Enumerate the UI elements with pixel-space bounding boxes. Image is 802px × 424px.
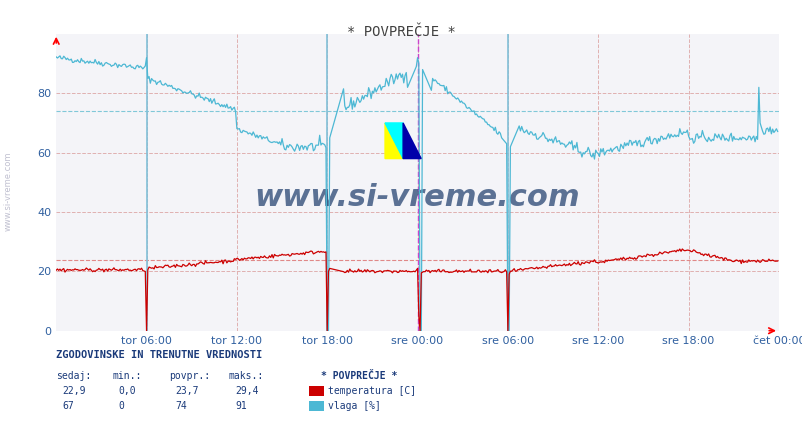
Text: vlaga [%]: vlaga [%]: [327, 401, 380, 411]
Text: min.:: min.:: [112, 371, 142, 381]
Text: 91: 91: [235, 401, 247, 411]
Polygon shape: [403, 123, 420, 159]
Polygon shape: [384, 123, 403, 159]
Text: ZGODOVINSKE IN TRENUTNE VREDNOSTI: ZGODOVINSKE IN TRENUTNE VREDNOSTI: [56, 350, 262, 360]
Text: 29,4: 29,4: [235, 386, 258, 396]
Text: 0: 0: [119, 401, 124, 411]
Text: 23,7: 23,7: [175, 386, 198, 396]
Text: www.si-vreme.com: www.si-vreme.com: [254, 183, 580, 212]
Text: maks.:: maks.:: [229, 371, 264, 381]
Text: 67: 67: [63, 401, 75, 411]
Text: * POVPREČJE *: * POVPREČJE *: [321, 371, 397, 381]
Text: www.si-vreme.com: www.si-vreme.com: [4, 151, 13, 231]
Text: temperatura [C]: temperatura [C]: [327, 386, 415, 396]
Text: 74: 74: [175, 401, 187, 411]
Text: povpr.:: povpr.:: [168, 371, 209, 381]
Text: 22,9: 22,9: [63, 386, 86, 396]
Text: sedaj:: sedaj:: [56, 371, 91, 381]
Text: 0,0: 0,0: [119, 386, 136, 396]
Text: * POVPREČJE *: * POVPREČJE *: [346, 25, 456, 39]
Polygon shape: [384, 123, 403, 159]
